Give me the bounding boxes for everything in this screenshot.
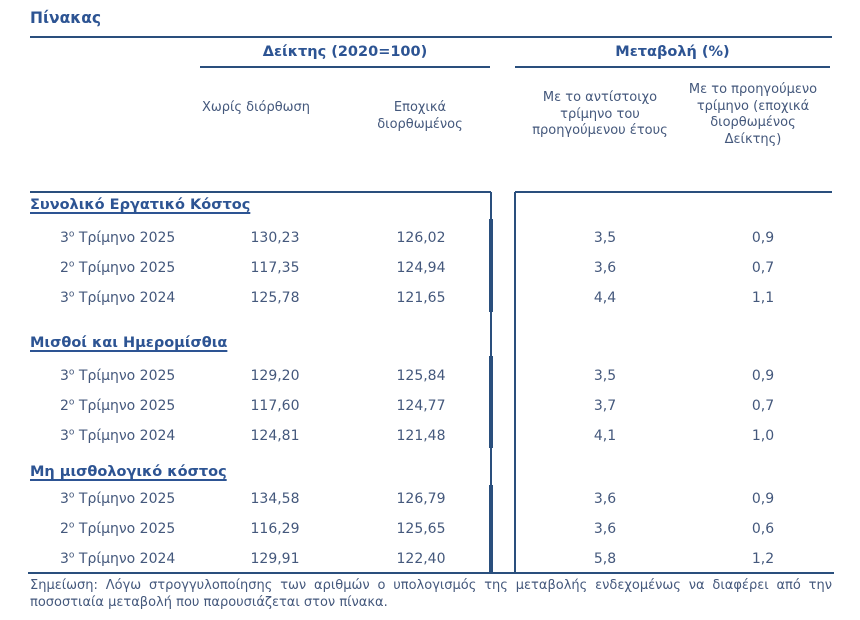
row-period-label: 3ο Τρίμηνο 2024 bbox=[60, 427, 176, 444]
value-unadjusted-index: 125,78 bbox=[250, 290, 300, 306]
divider-segment bbox=[489, 356, 493, 448]
table-section: Μη μισθολογικό κόστος 3ο Τρίμηνο 2025 13… bbox=[30, 464, 832, 574]
table-bottom-rule bbox=[28, 572, 834, 574]
value-seasonally-adjusted-index: 121,48 bbox=[396, 428, 446, 444]
column-group-index: Δείκτης (2020=100) bbox=[200, 44, 490, 68]
table-row: 3ο Τρίμηνο 2024 129,91 122,40 5,8 1,2 bbox=[30, 544, 832, 574]
section-rows: 3ο Τρίμηνο 2025 130,23 126,02 3,5 0,9 2ο… bbox=[30, 223, 832, 313]
table-row: 2ο Τρίμηνο 2025 117,35 124,94 3,6 0,7 bbox=[30, 253, 832, 283]
value-qoq-change: 0,7 bbox=[751, 260, 775, 276]
value-yoy-change: 5,8 bbox=[593, 551, 617, 567]
section-rows: 3ο Τρίμηνο 2025 134,58 126,79 3,6 0,9 2ο… bbox=[30, 484, 832, 574]
table-row: 3ο Τρίμηνο 2024 124,81 121,48 4,1 1,0 bbox=[30, 421, 832, 451]
column-header-qoq-change: Με το προηγούμενο τρίμηνο (εποχικά διορθ… bbox=[688, 82, 818, 147]
value-qoq-change: 1,1 bbox=[751, 290, 775, 306]
value-qoq-change: 0,9 bbox=[751, 368, 775, 384]
value-seasonally-adjusted-index: 125,65 bbox=[396, 521, 446, 537]
vertical-divider-right bbox=[514, 192, 516, 573]
value-qoq-change: 1,2 bbox=[751, 551, 775, 567]
row-period-label: 3ο Τρίμηνο 2024 bbox=[60, 289, 176, 306]
value-unadjusted-index: 129,91 bbox=[250, 551, 300, 567]
section-header: Μισθοί και Ημερομίσθια bbox=[30, 335, 228, 351]
value-yoy-change: 3,5 bbox=[593, 368, 617, 384]
title-rule bbox=[30, 36, 832, 38]
column-group-change: Μεταβολή (%) bbox=[515, 44, 830, 68]
value-unadjusted-index: 124,81 bbox=[250, 428, 300, 444]
table-row: 3ο Τρίμηνο 2025 134,58 126,79 3,6 0,9 bbox=[30, 484, 832, 514]
value-qoq-change: 0,9 bbox=[751, 491, 775, 507]
table-row: 3ο Τρίμηνο 2025 130,23 126,02 3,5 0,9 bbox=[30, 223, 832, 253]
value-yoy-change: 3,7 bbox=[593, 398, 617, 414]
divider-segment bbox=[489, 485, 493, 573]
value-seasonally-adjusted-index: 124,94 bbox=[396, 260, 446, 276]
value-unadjusted-index: 116,29 bbox=[250, 521, 300, 537]
row-period-label: 3ο Τρίμηνο 2025 bbox=[60, 490, 176, 507]
value-unadjusted-index: 117,35 bbox=[250, 260, 300, 276]
vertical-divider-left bbox=[489, 192, 493, 573]
header-rule-left bbox=[30, 191, 491, 193]
row-period-label: 2ο Τρίμηνο 2025 bbox=[60, 259, 176, 276]
table-row: 3ο Τρίμηνο 2024 125,78 121,65 4,4 1,1 bbox=[30, 283, 832, 313]
value-qoq-change: 1,0 bbox=[751, 428, 775, 444]
section-header: Συνολικό Εργατικό Κόστος bbox=[30, 197, 251, 213]
table-row: 3ο Τρίμηνο 2025 129,20 125,84 3,5 0,9 bbox=[30, 361, 832, 391]
value-unadjusted-index: 134,58 bbox=[250, 491, 300, 507]
value-yoy-change: 4,4 bbox=[593, 290, 617, 306]
table-section: Συνολικό Εργατικό Κόστος 3ο Τρίμηνο 2025… bbox=[30, 197, 832, 313]
row-period-label: 3ο Τρίμηνο 2024 bbox=[60, 550, 176, 567]
value-yoy-change: 3,6 bbox=[593, 521, 617, 537]
value-yoy-change: 3,6 bbox=[593, 491, 617, 507]
value-yoy-change: 3,6 bbox=[593, 260, 617, 276]
row-period-label: 2ο Τρίμηνο 2025 bbox=[60, 520, 176, 537]
value-qoq-change: 0,6 bbox=[751, 521, 775, 537]
row-period-label: 2ο Τρίμηνο 2025 bbox=[60, 397, 176, 414]
table-row: 2ο Τρίμηνο 2025 116,29 125,65 3,6 0,6 bbox=[30, 514, 832, 544]
value-unadjusted-index: 129,20 bbox=[250, 368, 300, 384]
divider-segment bbox=[489, 219, 493, 312]
value-yoy-change: 4,1 bbox=[593, 428, 617, 444]
column-header-seasonally-adjusted: Εποχικά διορθωμένος bbox=[377, 100, 463, 132]
column-header-yoy-change: Με το αντίστοιχο τρίμηνο του προηγούμενο… bbox=[532, 90, 668, 138]
column-header-unadjusted: Χωρίς διόρθωση bbox=[201, 100, 311, 115]
value-seasonally-adjusted-index: 122,40 bbox=[396, 551, 446, 567]
value-seasonally-adjusted-index: 125,84 bbox=[396, 368, 446, 384]
value-seasonally-adjusted-index: 121,65 bbox=[396, 290, 446, 306]
value-qoq-change: 0,9 bbox=[751, 230, 775, 246]
page-title: Πίνακας bbox=[30, 9, 102, 27]
row-period-label: 3ο Τρίμηνο 2025 bbox=[60, 367, 176, 384]
value-seasonally-adjusted-index: 126,02 bbox=[396, 230, 446, 246]
footnote: Σημείωση: Λόγω στρογγυλοποίησης των αριθ… bbox=[30, 578, 832, 610]
value-seasonally-adjusted-index: 126,79 bbox=[396, 491, 446, 507]
section-header: Μη μισθολογικό κόστος bbox=[30, 464, 227, 480]
value-qoq-change: 0,7 bbox=[751, 398, 775, 414]
table-section: Μισθοί και Ημερομίσθια 3ο Τρίμηνο 2025 1… bbox=[30, 335, 832, 451]
value-unadjusted-index: 130,23 bbox=[250, 230, 300, 246]
table-row: 2ο Τρίμηνο 2025 117,60 124,77 3,7 0,7 bbox=[30, 391, 832, 421]
header-rule-right bbox=[515, 191, 832, 193]
row-period-label: 3ο Τρίμηνο 2025 bbox=[60, 229, 176, 246]
value-yoy-change: 3,5 bbox=[593, 230, 617, 246]
section-rows: 3ο Τρίμηνο 2025 129,20 125,84 3,5 0,9 2ο… bbox=[30, 361, 832, 451]
value-seasonally-adjusted-index: 124,77 bbox=[396, 398, 446, 414]
table-body: Συνολικό Εργατικό Κόστος 3ο Τρίμηνο 2025… bbox=[30, 0, 832, 620]
value-unadjusted-index: 117,60 bbox=[250, 398, 300, 414]
